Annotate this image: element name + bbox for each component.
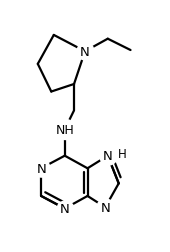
Text: N: N — [36, 162, 46, 175]
Text: N: N — [100, 201, 110, 214]
Text: N: N — [60, 202, 70, 215]
Text: N: N — [103, 150, 113, 163]
Text: H: H — [118, 147, 127, 160]
Text: NH: NH — [55, 123, 74, 136]
Text: N: N — [80, 46, 90, 58]
